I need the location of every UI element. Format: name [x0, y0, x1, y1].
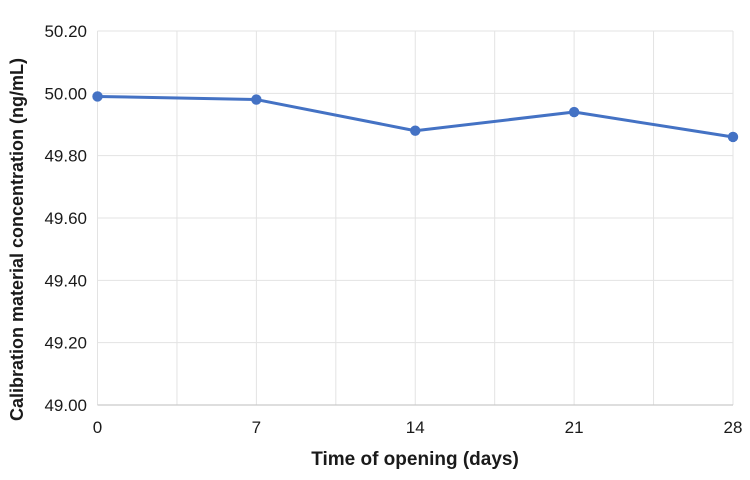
- y-tick-label: 49.60: [44, 209, 87, 228]
- y-axis-title: Calibration material concentration (ng/m…: [6, 58, 27, 422]
- data-point-marker: [251, 94, 262, 105]
- data-point-marker: [727, 131, 739, 143]
- y-tick-label: 50.00: [44, 84, 87, 103]
- x-tick-label: 28: [724, 418, 743, 437]
- x-tick-label: 21: [565, 418, 584, 437]
- data-point-marker: [410, 125, 421, 136]
- y-tick-label: 50.20: [44, 22, 87, 41]
- y-axis-title-wrap: Calibration material concentration (ng/m…: [2, 0, 32, 480]
- x-axis-title: Time of opening (days): [311, 449, 519, 470]
- y-tick-label: 49.00: [44, 396, 87, 415]
- y-tick-label: 49.20: [44, 334, 87, 353]
- x-tick-label: 7: [252, 418, 261, 437]
- y-tick-label: 49.40: [44, 271, 87, 290]
- data-point-marker: [92, 91, 103, 102]
- x-tick-label: 14: [406, 418, 425, 437]
- x-tick-label: 0: [93, 418, 102, 437]
- data-point-marker: [568, 106, 580, 118]
- y-tick-label: 49.80: [44, 147, 87, 166]
